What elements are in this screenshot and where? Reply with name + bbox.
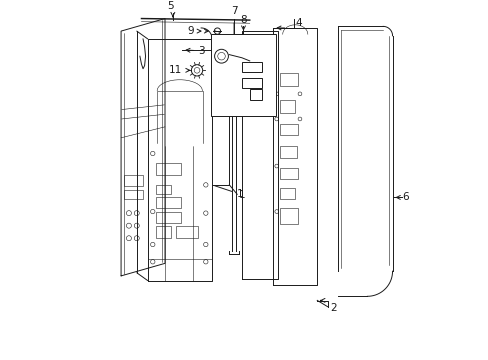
Text: 3: 3 <box>198 46 204 56</box>
Text: 1: 1 <box>214 186 244 199</box>
Text: 7: 7 <box>230 6 237 16</box>
Text: 5: 5 <box>167 1 174 11</box>
Text: 10: 10 <box>213 76 226 86</box>
Text: 2: 2 <box>329 303 336 313</box>
Text: 11: 11 <box>169 65 182 75</box>
Text: 6: 6 <box>401 193 408 202</box>
Text: 9: 9 <box>187 26 194 36</box>
Polygon shape <box>274 29 291 131</box>
Text: 1: 1 <box>238 190 245 200</box>
Text: 8: 8 <box>240 15 246 25</box>
Polygon shape <box>243 32 277 278</box>
Text: 4: 4 <box>295 18 301 28</box>
FancyBboxPatch shape <box>210 34 276 116</box>
